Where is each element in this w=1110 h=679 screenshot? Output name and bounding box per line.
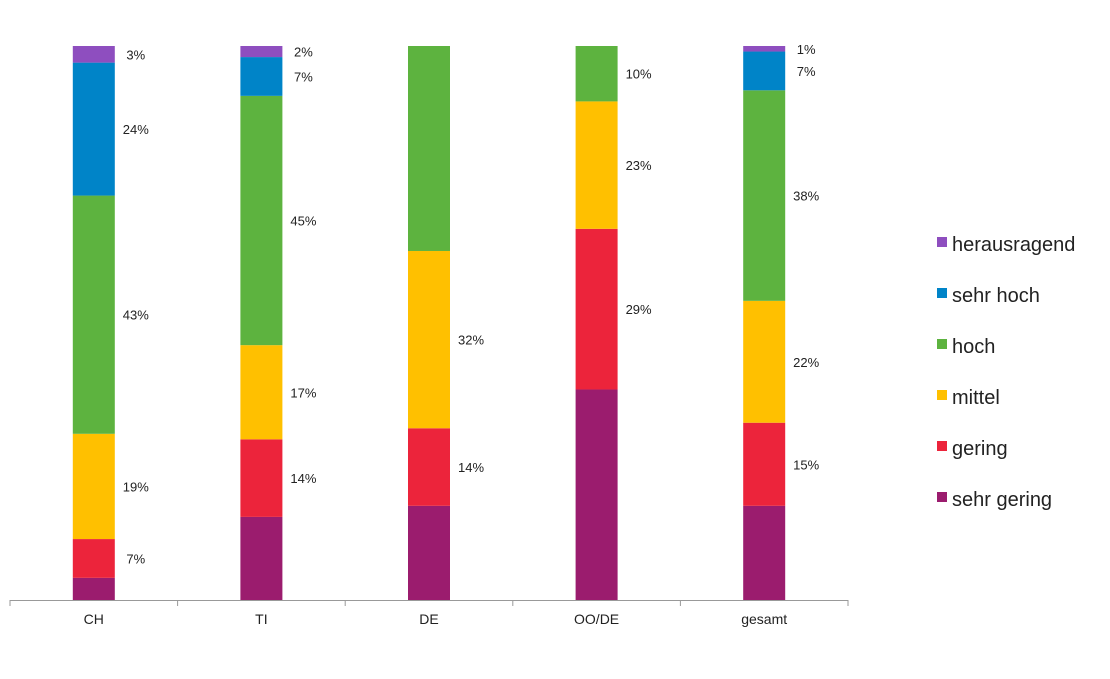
x-tick-label: OO/DE [574,611,619,627]
data-label: 17% [290,385,316,400]
bars-layer [72,46,786,600]
bar-segment-OO/DE-sehr-gering [575,389,618,600]
bar-segment-OO/DE-mittel [575,101,618,229]
legend-swatch [937,492,947,502]
bar-segment-TI-mittel [240,345,283,440]
bar-segment-OO/DE-gering [575,228,618,390]
bar-segment-CH-sehr-gering [72,577,115,600]
legend: herausragend sehr hoch hoch mittel gering seh… [937,234,1075,511]
legend-swatch [937,288,947,298]
legend-label: herausragend [952,234,1075,256]
bar-segment-CH-mittel [72,433,115,540]
legend-label: sehr gering [952,489,1052,511]
data-label: 1% [797,42,816,57]
data-label: 45% [290,214,316,229]
x-tick-label: gesamt [741,611,787,627]
legend-swatch [937,390,947,400]
data-label: 19% [123,479,149,494]
data-label: 10% [626,67,652,82]
bar-segment-TI-sehr-hoch [240,57,283,96]
data-label: 22% [793,355,819,370]
data-label: 32% [458,333,484,348]
bar-segment-TI-herausragend [240,46,283,58]
legend-label: sehr hoch [952,285,1040,307]
bar-segment-TI-gering [240,439,283,517]
legend-label: mittel [952,387,1000,409]
data-label: 7% [126,551,145,566]
data-label: 23% [626,158,652,173]
data-label: 24% [123,122,149,137]
data-label: 14% [290,471,316,486]
bar-segment-CH-sehr-hoch [72,62,115,196]
bar-segment-TI-sehr-gering [240,516,283,600]
bar-segment-CH-hoch [72,195,115,434]
bar-segment-gesamt-mittel [743,300,786,423]
data-label: 7% [797,64,816,79]
bar-segment-DE-hoch [408,46,450,251]
x-tick-label: DE [419,611,438,627]
data-label: 15% [793,457,819,472]
legend-label: hoch [952,336,995,358]
bar-segment-gesamt-herausragend [743,46,786,52]
data-labels-layer: 7% 19% 43% 24% 3% 14% 17% 45% 7% 2% 14% 32% 29% 23% 10… [123,42,820,567]
bar-segment-gesamt-sehr-gering [743,505,786,600]
bar-segment-CH-gering [72,539,115,578]
bar-segment-OO/DE-hoch [575,46,618,102]
bar-segment-gesamt-sehr-hoch [743,51,786,91]
bar-segment-DE-mittel [408,250,450,429]
bar-segment-gesamt-gering [743,422,786,506]
x-tick-label: TI [255,611,267,627]
data-label: 14% [458,460,484,475]
bar-segment-DE-sehr-gering [408,505,450,600]
data-label: 7% [294,69,313,84]
data-label: 38% [793,189,819,204]
legend-swatch [937,441,947,451]
legend-swatch [937,339,947,349]
data-label: 3% [126,47,145,62]
bar-segment-TI-hoch [240,95,283,346]
data-label: 29% [626,302,652,317]
legend-label: gering [952,438,1008,460]
data-label: 43% [123,308,149,323]
legend-swatch [937,237,947,247]
bar-segment-DE-gering [408,428,450,506]
data-label: 2% [294,45,313,60]
bar-segment-CH-herausragend [72,46,115,63]
x-axis: CH TI DE OO/DE gesamt [9,600,849,627]
bar-segment-gesamt-hoch [743,90,786,301]
x-tick-label: CH [84,611,104,627]
